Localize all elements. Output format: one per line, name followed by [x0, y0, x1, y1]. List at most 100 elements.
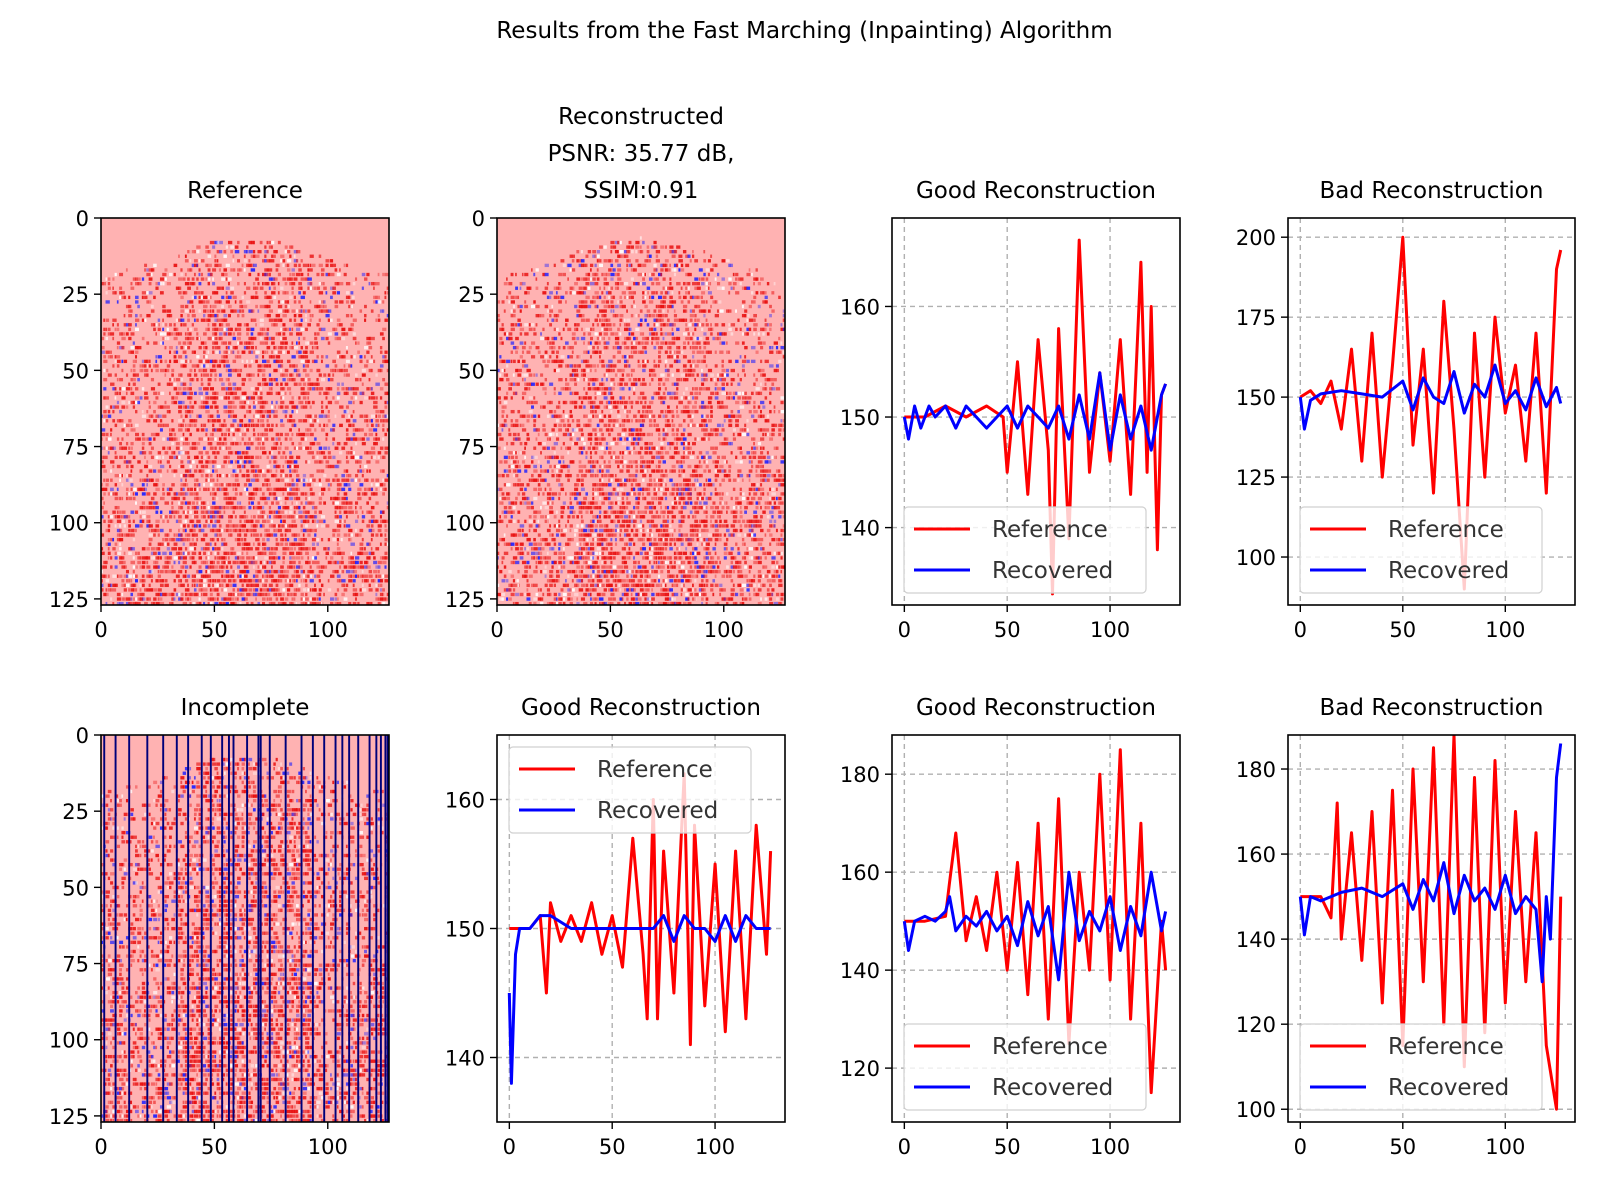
heatmap-cell: [175, 519, 179, 524]
heatmap-cell: [191, 409, 194, 414]
heatmap-cell: [173, 327, 177, 332]
heatmap-cell: [357, 341, 360, 345]
heatmap-cell: [271, 382, 273, 386]
heatmap-cell: [246, 345, 251, 350]
heatmap-cell: [382, 300, 385, 304]
heatmap-cell: [166, 487, 171, 492]
heatmap-cell: [273, 345, 276, 350]
heatmap-cell: [262, 327, 266, 332]
heatmap-cell: [619, 304, 624, 309]
heatmap-cell: [309, 387, 312, 391]
heatmap-cell: [343, 565, 348, 569]
heatmap-cell: [298, 542, 302, 546]
heatmap-cell: [264, 350, 267, 354]
heatmap-cell: [212, 364, 216, 368]
heatmap-cell: [370, 478, 375, 482]
heatmap-cell: [280, 533, 284, 537]
heatmap-cell: [230, 473, 235, 478]
heatmap-cell: [515, 323, 518, 327]
heatmap-cell: [268, 300, 274, 304]
heatmap-cell: [175, 446, 180, 450]
heatmap-cell: [130, 387, 133, 391]
heatmap-cell: [180, 501, 184, 505]
heatmap-cell: [255, 556, 258, 560]
heatmap-cell: [373, 556, 376, 560]
heatmap-cell: [266, 455, 270, 460]
heatmap-cell: [687, 254, 691, 258]
heatmap-cell: [694, 295, 699, 300]
heatmap-cell: [646, 359, 649, 364]
heatmap-cell: [614, 281, 620, 286]
heatmap-cell: [255, 295, 259, 300]
heatmap-cell: [257, 441, 261, 446]
heatmap-cell: [685, 291, 687, 295]
heatmap-cell: [275, 487, 279, 492]
heatmap-cell: [155, 281, 158, 286]
heatmap-cell: [150, 387, 156, 391]
heatmap-cell: [714, 277, 717, 281]
heatmap-cell: [146, 483, 148, 487]
heatmap-cell: [701, 327, 704, 332]
heatmap-cell: [379, 364, 384, 368]
heatmap-cell: [146, 268, 149, 272]
heatmap-cell: [203, 515, 207, 519]
heatmap-cell: [171, 437, 176, 441]
heatmap-cell: [716, 332, 720, 336]
heatmap-cell: [343, 533, 348, 537]
heatmap-cell: [257, 473, 261, 478]
heatmap-cell: [585, 263, 588, 268]
heatmap-cell: [166, 542, 170, 546]
heatmap-cell: [311, 515, 316, 519]
heatmap-cell: [730, 332, 734, 336]
heatmap-cell: [257, 469, 262, 473]
heatmap-cell: [651, 336, 654, 341]
heatmap-cell: [323, 391, 328, 396]
heatmap-cell: [169, 537, 174, 542]
heatmap-cell: [101, 505, 104, 510]
heatmap-cell: [218, 300, 222, 304]
heatmap-cell: [101, 547, 104, 551]
heatmap-cell: [214, 428, 217, 432]
heatmap-cell: [132, 496, 136, 501]
heatmap-cell: [107, 409, 111, 414]
heatmap-cell: [553, 318, 557, 322]
heatmap-cell: [277, 309, 283, 313]
heatmap-cell: [512, 309, 516, 313]
heatmap-cell: [221, 318, 226, 322]
heatmap-cell: [782, 327, 785, 332]
heatmap-cell: [221, 473, 225, 478]
heatmap-cell: [366, 565, 371, 569]
heatmap-cell: [284, 597, 289, 601]
heatmap-cell: [189, 565, 192, 569]
heatmap-cell: [386, 428, 389, 432]
heatmap-cell: [658, 313, 662, 318]
heatmap-cell: [218, 377, 224, 382]
heatmap-cell: [343, 272, 347, 277]
heatmap-cell: [320, 355, 324, 359]
heatmap-cell: [621, 355, 627, 359]
heatmap-cell: [630, 332, 635, 336]
heatmap-cell: [239, 300, 243, 304]
heatmap-cell: [207, 565, 211, 569]
heatmap-cell: [223, 318, 228, 322]
heatmap-cell: [354, 473, 359, 478]
heatmap-cell: [230, 428, 234, 432]
heatmap-cell: [264, 501, 268, 505]
heatmap-cell: [628, 336, 632, 341]
heatmap-cell: [339, 460, 342, 464]
heatmap-cell: [334, 569, 339, 574]
heatmap-cell: [703, 355, 706, 359]
heatmap-cell: [187, 318, 190, 322]
heatmap-cell: [264, 364, 269, 368]
heatmap-cell: [284, 478, 289, 482]
heatmap-cell: [266, 478, 270, 482]
heatmap-cell: [214, 313, 217, 318]
heatmap-cell: [271, 560, 276, 565]
heatmap-cell: [642, 332, 645, 336]
heatmap-cell: [558, 309, 563, 313]
heatmap-cell: [200, 295, 203, 300]
heatmap-cell: [223, 254, 227, 258]
heatmap-cell: [703, 259, 707, 263]
heatmap-cell: [642, 277, 646, 281]
heatmap-cell: [291, 268, 295, 272]
